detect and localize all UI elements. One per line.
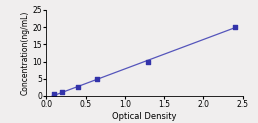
X-axis label: Optical Density: Optical Density: [112, 112, 177, 121]
Point: [233, 26, 237, 28]
Point: [52, 93, 56, 95]
Point: [60, 92, 64, 93]
Point: [76, 86, 80, 88]
Point: [95, 78, 100, 80]
Point: [146, 61, 150, 62]
Y-axis label: Concentration(ng/mL): Concentration(ng/mL): [21, 11, 30, 95]
